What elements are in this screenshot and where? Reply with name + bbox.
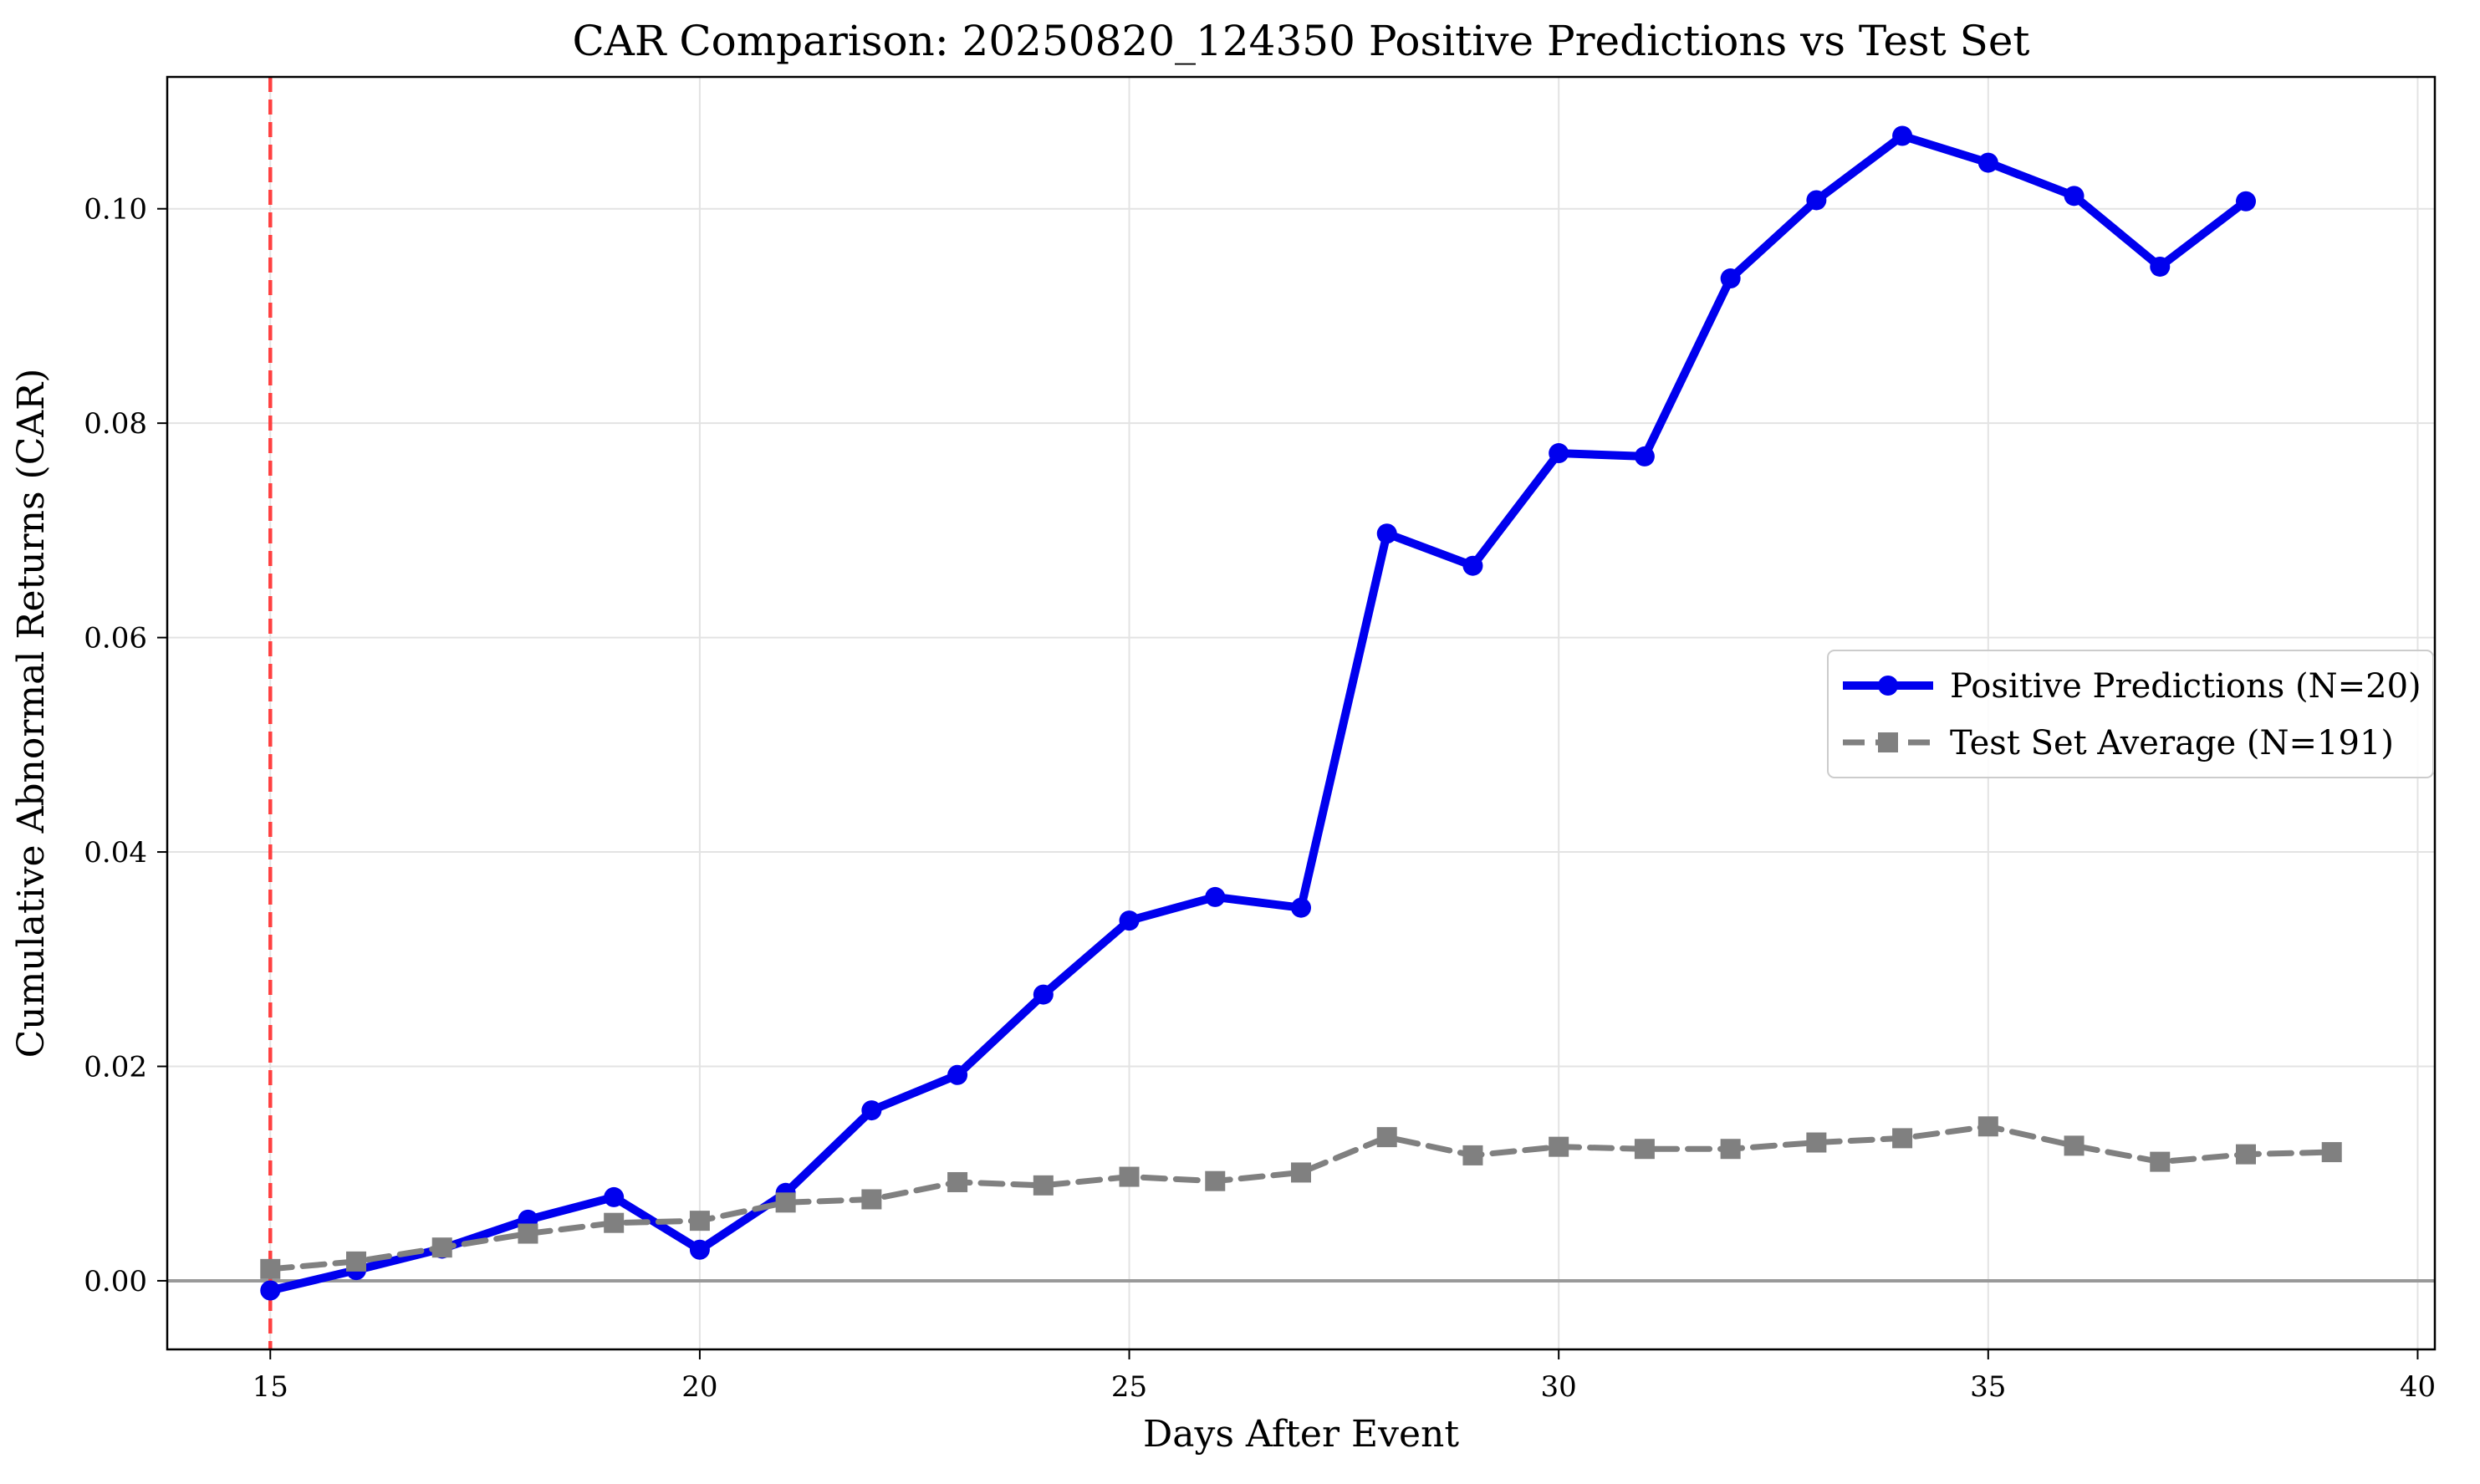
x-tick-label: 30 — [1541, 1370, 1577, 1404]
legend-item-1: Test Set Average (N=191) — [1843, 724, 2394, 762]
data-point — [1376, 1127, 1397, 1148]
data-point — [947, 1171, 968, 1192]
data-point — [1977, 152, 1998, 173]
data-point — [1634, 1139, 1655, 1160]
y-tick-label: 0.02 — [84, 1050, 147, 1084]
y-tick-label: 0.10 — [84, 193, 147, 227]
data-point — [1291, 1162, 1311, 1183]
data-point — [604, 1212, 625, 1233]
series-line — [266, 131, 2250, 1295]
data-point — [518, 1223, 538, 1244]
data-point — [1892, 125, 1913, 146]
data-point — [1892, 1128, 1913, 1149]
data-point — [861, 1189, 882, 1210]
data-point — [2064, 186, 2085, 207]
data-point — [1119, 910, 1140, 931]
data-point — [1977, 1116, 1998, 1137]
series-layer — [260, 125, 2342, 1301]
data-point — [775, 1192, 796, 1213]
data-point — [689, 1239, 710, 1260]
legend-label: Positive Predictions (N=20) — [1950, 667, 2421, 706]
series-1 — [260, 1116, 2342, 1279]
data-point — [947, 1064, 968, 1085]
y-tick-label: 0.08 — [84, 407, 147, 441]
data-point — [2064, 1135, 2085, 1156]
data-point — [2236, 191, 2256, 212]
data-point — [2150, 1151, 2171, 1172]
x-tick-label: 40 — [2400, 1370, 2436, 1404]
data-point — [861, 1100, 882, 1121]
data-point — [689, 1211, 710, 1232]
data-point — [1720, 1139, 1741, 1160]
legend-box — [1827, 650, 2434, 778]
data-point — [1205, 1170, 1226, 1191]
chart-title: CAR Comparison: 20250820_124350 Positive… — [572, 17, 2029, 65]
data-point — [1806, 1132, 1827, 1153]
data-point — [1376, 523, 1397, 544]
legend-label: Test Set Average (N=191) — [1950, 724, 2394, 762]
data-point — [346, 1251, 366, 1272]
y-axis-label: Cumulative Abnormal Returns (CAR) — [10, 369, 53, 1058]
data-point — [260, 1280, 281, 1301]
legend-marker — [1878, 676, 1898, 696]
data-point — [1119, 1166, 1140, 1187]
legend: Positive Predictions (N=20) Test Set Aver… — [1827, 650, 2434, 778]
series-0 — [260, 125, 2256, 1301]
data-point — [1806, 190, 1827, 211]
data-point — [1033, 984, 1054, 1005]
data-point — [604, 1186, 625, 1207]
data-point — [1205, 886, 1226, 907]
legend-item-0: Positive Predictions (N=20) — [1843, 667, 2421, 706]
ticks: 15 20 25 30 35 40 0.00 0.02 0.04 0.06 0.08 0.10 — [84, 193, 2436, 1404]
data-point — [1291, 897, 1311, 918]
x-tick-label: 15 — [253, 1370, 288, 1404]
data-point — [1033, 1175, 1054, 1196]
data-point — [2321, 1142, 2342, 1163]
data-point — [1462, 1145, 1483, 1165]
data-point — [1549, 443, 1569, 464]
data-point — [1720, 268, 1741, 289]
x-tick-label: 20 — [681, 1370, 717, 1404]
data-point — [431, 1237, 452, 1258]
x-axis-label: Days After Event — [1143, 1413, 1459, 1456]
x-tick-label: 35 — [1970, 1370, 2006, 1404]
data-point — [1462, 555, 1483, 576]
data-point — [1549, 1136, 1569, 1157]
y-tick-label: 0.06 — [84, 622, 147, 655]
y-tick-label: 0.00 — [84, 1265, 147, 1298]
data-point — [2150, 256, 2171, 277]
legend-marker — [1878, 732, 1898, 752]
data-point — [2236, 1144, 2256, 1165]
plot-frame — [166, 75, 2437, 1351]
data-point — [260, 1258, 281, 1279]
data-point — [1634, 446, 1655, 467]
reference-lines — [167, 77, 2435, 1349]
x-tick-label: 25 — [1111, 1370, 1147, 1404]
y-tick-label: 0.04 — [84, 836, 147, 869]
